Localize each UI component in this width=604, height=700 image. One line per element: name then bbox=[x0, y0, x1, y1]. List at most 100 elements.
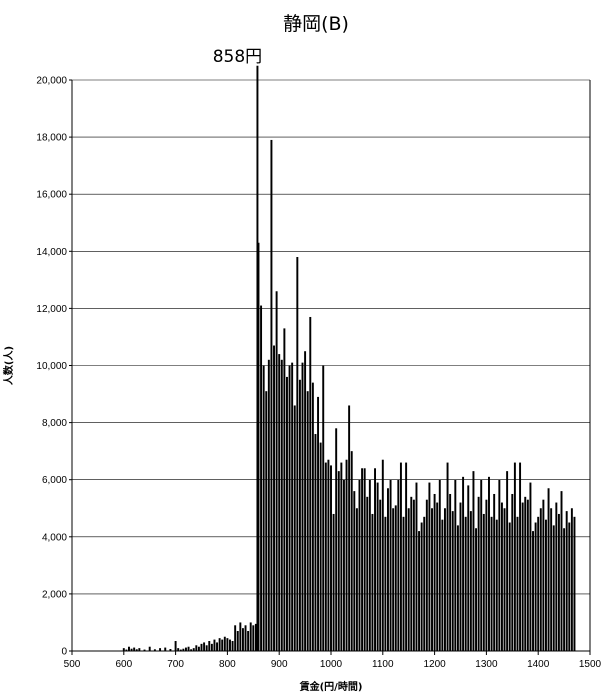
bar bbox=[568, 522, 571, 651]
bar bbox=[570, 508, 573, 651]
bar bbox=[415, 482, 418, 651]
y-tick-label: 0 bbox=[61, 647, 67, 658]
bar bbox=[213, 639, 216, 651]
y-tick-label: 18,000 bbox=[36, 133, 67, 144]
bar bbox=[348, 405, 351, 651]
y-tick-label: 4,000 bbox=[42, 532, 67, 543]
bar bbox=[197, 646, 200, 651]
bar bbox=[337, 471, 340, 651]
bar bbox=[267, 359, 270, 651]
bar bbox=[368, 479, 371, 651]
bar bbox=[332, 513, 335, 651]
bar bbox=[449, 493, 452, 651]
bar bbox=[301, 362, 304, 651]
bar bbox=[262, 365, 265, 651]
x-tick-label: 1500 bbox=[579, 659, 602, 670]
bar bbox=[234, 625, 237, 651]
bar bbox=[342, 479, 345, 651]
x-tick-label: 1000 bbox=[320, 659, 343, 670]
bar bbox=[210, 643, 213, 651]
x-tick-label: 600 bbox=[115, 659, 132, 670]
y-tick-labels: 0 2,000 4,000 6,000 8,000 10,000 12,000 14,000 1… bbox=[36, 76, 72, 658]
x-tick-label: 700 bbox=[167, 659, 184, 670]
bar bbox=[182, 648, 185, 651]
bar bbox=[397, 479, 400, 651]
bar bbox=[270, 139, 273, 651]
bar bbox=[226, 638, 229, 651]
bar bbox=[381, 459, 384, 651]
bar bbox=[190, 649, 193, 651]
bar bbox=[288, 365, 291, 651]
bar bbox=[322, 365, 325, 651]
bar bbox=[464, 516, 467, 651]
bar bbox=[438, 479, 441, 651]
bar bbox=[485, 499, 488, 651]
bar bbox=[177, 648, 180, 651]
bar bbox=[402, 516, 405, 651]
bar bbox=[317, 396, 320, 651]
bar bbox=[247, 631, 250, 651]
bar bbox=[241, 628, 244, 651]
bar bbox=[314, 434, 317, 651]
bar bbox=[340, 462, 343, 651]
bar bbox=[319, 442, 322, 651]
bar bbox=[164, 647, 167, 651]
bar bbox=[524, 496, 527, 651]
bar bbox=[552, 525, 555, 651]
bar bbox=[244, 625, 247, 651]
bar bbox=[545, 519, 547, 651]
bar bbox=[216, 642, 219, 651]
bar bbox=[358, 479, 361, 651]
bar bbox=[379, 499, 382, 651]
bar bbox=[345, 459, 348, 651]
bar bbox=[560, 491, 563, 651]
bar bbox=[410, 496, 413, 651]
bar bbox=[495, 519, 498, 651]
bar bbox=[511, 493, 514, 651]
bar bbox=[159, 648, 162, 651]
bar bbox=[361, 468, 364, 651]
bar bbox=[462, 476, 465, 651]
y-tick-label: 14,000 bbox=[36, 247, 67, 258]
x-tick-label: 800 bbox=[219, 659, 236, 670]
bar bbox=[467, 485, 470, 651]
bar bbox=[532, 531, 534, 651]
y-tick-label: 12,000 bbox=[36, 304, 67, 315]
bar bbox=[223, 636, 226, 651]
bar bbox=[187, 646, 190, 651]
bar bbox=[133, 647, 136, 651]
bar bbox=[355, 508, 358, 651]
bar bbox=[482, 513, 485, 651]
bar bbox=[273, 345, 275, 651]
bar bbox=[265, 391, 268, 651]
bar bbox=[298, 379, 301, 651]
bar bbox=[443, 508, 446, 651]
bar bbox=[376, 482, 379, 651]
bar bbox=[418, 531, 421, 651]
bar bbox=[428, 482, 431, 651]
bar bbox=[330, 465, 332, 651]
bar bbox=[407, 508, 410, 651]
bar bbox=[195, 645, 198, 651]
y-tick-label: 20,000 bbox=[36, 76, 67, 87]
bar bbox=[503, 508, 506, 651]
bar bbox=[143, 649, 146, 651]
x-tick-label: 900 bbox=[271, 659, 288, 670]
bar bbox=[459, 502, 462, 651]
bar bbox=[286, 376, 288, 651]
bar bbox=[249, 622, 252, 651]
bar bbox=[480, 479, 483, 651]
bar bbox=[296, 257, 299, 651]
bar bbox=[280, 359, 283, 651]
x-tick-label: 500 bbox=[64, 659, 81, 670]
bar bbox=[138, 648, 141, 651]
bar bbox=[260, 305, 263, 651]
bar bbox=[293, 405, 296, 651]
bar bbox=[309, 316, 312, 651]
bar bbox=[516, 516, 519, 651]
bar bbox=[555, 502, 558, 651]
bar bbox=[374, 468, 376, 651]
bar bbox=[327, 459, 330, 651]
bar bbox=[565, 511, 568, 651]
bar bbox=[203, 642, 206, 651]
